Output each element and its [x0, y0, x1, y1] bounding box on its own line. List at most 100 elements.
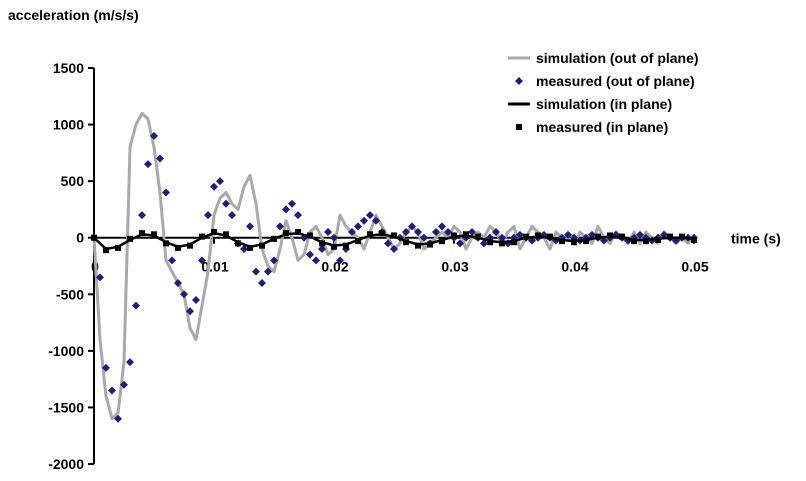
y-tick-label: 1000 — [53, 117, 84, 133]
data-point-square — [91, 234, 97, 241]
plot-area — [90, 111, 698, 423]
x-tick-label: 0.01 — [201, 259, 228, 275]
data-point-square — [103, 247, 109, 254]
legend-item: measured (out of plane) — [515, 73, 695, 89]
data-point-diamond — [144, 160, 152, 169]
data-point-square — [571, 239, 577, 246]
data-point-diamond — [288, 199, 296, 208]
x-axis-title: time (s) — [731, 231, 781, 247]
data-point-diamond — [96, 273, 104, 282]
data-point-diamond — [330, 233, 338, 242]
y-tick-label: -500 — [56, 286, 84, 302]
data-point-diamond — [162, 188, 170, 197]
x-tick-label: 0.02 — [321, 259, 348, 275]
x-tick-label: 0.03 — [441, 259, 468, 275]
data-point-diamond — [360, 216, 368, 225]
data-point-diamond — [204, 211, 212, 220]
data-point-diamond — [432, 228, 440, 237]
data-point-square — [115, 244, 121, 251]
data-point-square — [583, 238, 589, 245]
data-point-square — [547, 233, 553, 240]
legend-label: simulation (out of plane) — [536, 50, 699, 66]
data-point-square — [535, 232, 541, 239]
data-point-square — [307, 232, 313, 239]
data-point-square — [175, 244, 181, 251]
data-point-diamond — [108, 386, 116, 395]
data-point-square — [139, 230, 145, 237]
data-point-diamond — [186, 307, 194, 316]
data-point-square — [667, 233, 673, 240]
y-tick-label: 0 — [76, 230, 84, 246]
data-point-diamond — [516, 230, 524, 239]
legend-label: measured (in plane) — [536, 119, 668, 135]
data-point-square — [367, 231, 373, 238]
data-point-diamond — [588, 230, 596, 239]
y-axis-title: acceleration (m/s/s) — [8, 7, 139, 23]
data-point-square — [259, 242, 265, 249]
data-point-square — [511, 239, 517, 246]
data-point-square — [211, 229, 217, 236]
data-point-diamond — [348, 228, 356, 237]
data-point-square — [463, 231, 469, 238]
data-point-square — [379, 230, 385, 237]
data-point-diamond — [354, 222, 362, 231]
data-point-diamond — [402, 228, 410, 237]
data-point-diamond — [282, 205, 290, 214]
data-point-diamond — [276, 222, 284, 231]
data-point-diamond — [366, 211, 374, 220]
data-point-diamond — [192, 295, 200, 304]
data-point-square — [595, 233, 601, 240]
data-point-square — [163, 240, 169, 247]
legend-square-swatch — [516, 124, 522, 130]
data-point-diamond — [438, 222, 446, 231]
data-point-square — [151, 231, 157, 238]
data-point-square — [679, 233, 685, 240]
data-point-square — [199, 233, 205, 240]
legend: simulation (out of plane) measured (out o… — [508, 50, 699, 135]
legend-item: simulation (out of plane) — [508, 50, 699, 66]
data-point-square — [235, 240, 241, 247]
data-point-diamond — [324, 228, 332, 237]
data-point-diamond — [150, 131, 158, 140]
data-point-square — [451, 232, 457, 239]
data-point-diamond — [102, 363, 110, 372]
data-point-square — [127, 235, 133, 242]
data-point-diamond — [564, 230, 572, 239]
data-point-square — [475, 233, 481, 240]
y-tick-label: -2000 — [48, 456, 84, 472]
legend-label: simulation (in plane) — [536, 96, 672, 112]
data-point-diamond — [264, 267, 272, 276]
data-point-diamond — [156, 154, 164, 163]
data-point-diamond — [126, 358, 134, 367]
data-point-square — [691, 236, 697, 243]
series-group — [90, 131, 698, 423]
data-point-diamond — [492, 228, 500, 237]
y-tick-label: 500 — [61, 173, 85, 189]
series-group — [91, 229, 697, 254]
data-point-diamond — [414, 228, 422, 237]
data-point-diamond — [138, 211, 146, 220]
data-point-diamond — [120, 380, 128, 389]
data-point-square — [415, 242, 421, 249]
data-point-diamond — [216, 177, 224, 186]
y-tick-label: -1500 — [48, 399, 84, 415]
data-point-diamond — [168, 256, 176, 265]
data-point-diamond — [198, 256, 206, 265]
data-point-diamond — [408, 222, 416, 231]
data-point-diamond — [270, 256, 278, 265]
data-point-square — [223, 231, 229, 238]
data-point-square — [439, 238, 445, 245]
x-tick-label: 0.05 — [681, 259, 708, 275]
data-point-diamond — [180, 290, 188, 299]
data-point-square — [319, 240, 325, 247]
data-point-diamond — [228, 211, 236, 220]
data-point-diamond — [636, 230, 644, 239]
data-point-square — [631, 238, 637, 245]
data-point-square — [283, 230, 289, 237]
data-point-diamond — [456, 239, 464, 248]
data-point-diamond — [312, 256, 320, 265]
legend-item: simulation (in plane) — [508, 96, 672, 112]
data-point-diamond — [246, 222, 254, 231]
